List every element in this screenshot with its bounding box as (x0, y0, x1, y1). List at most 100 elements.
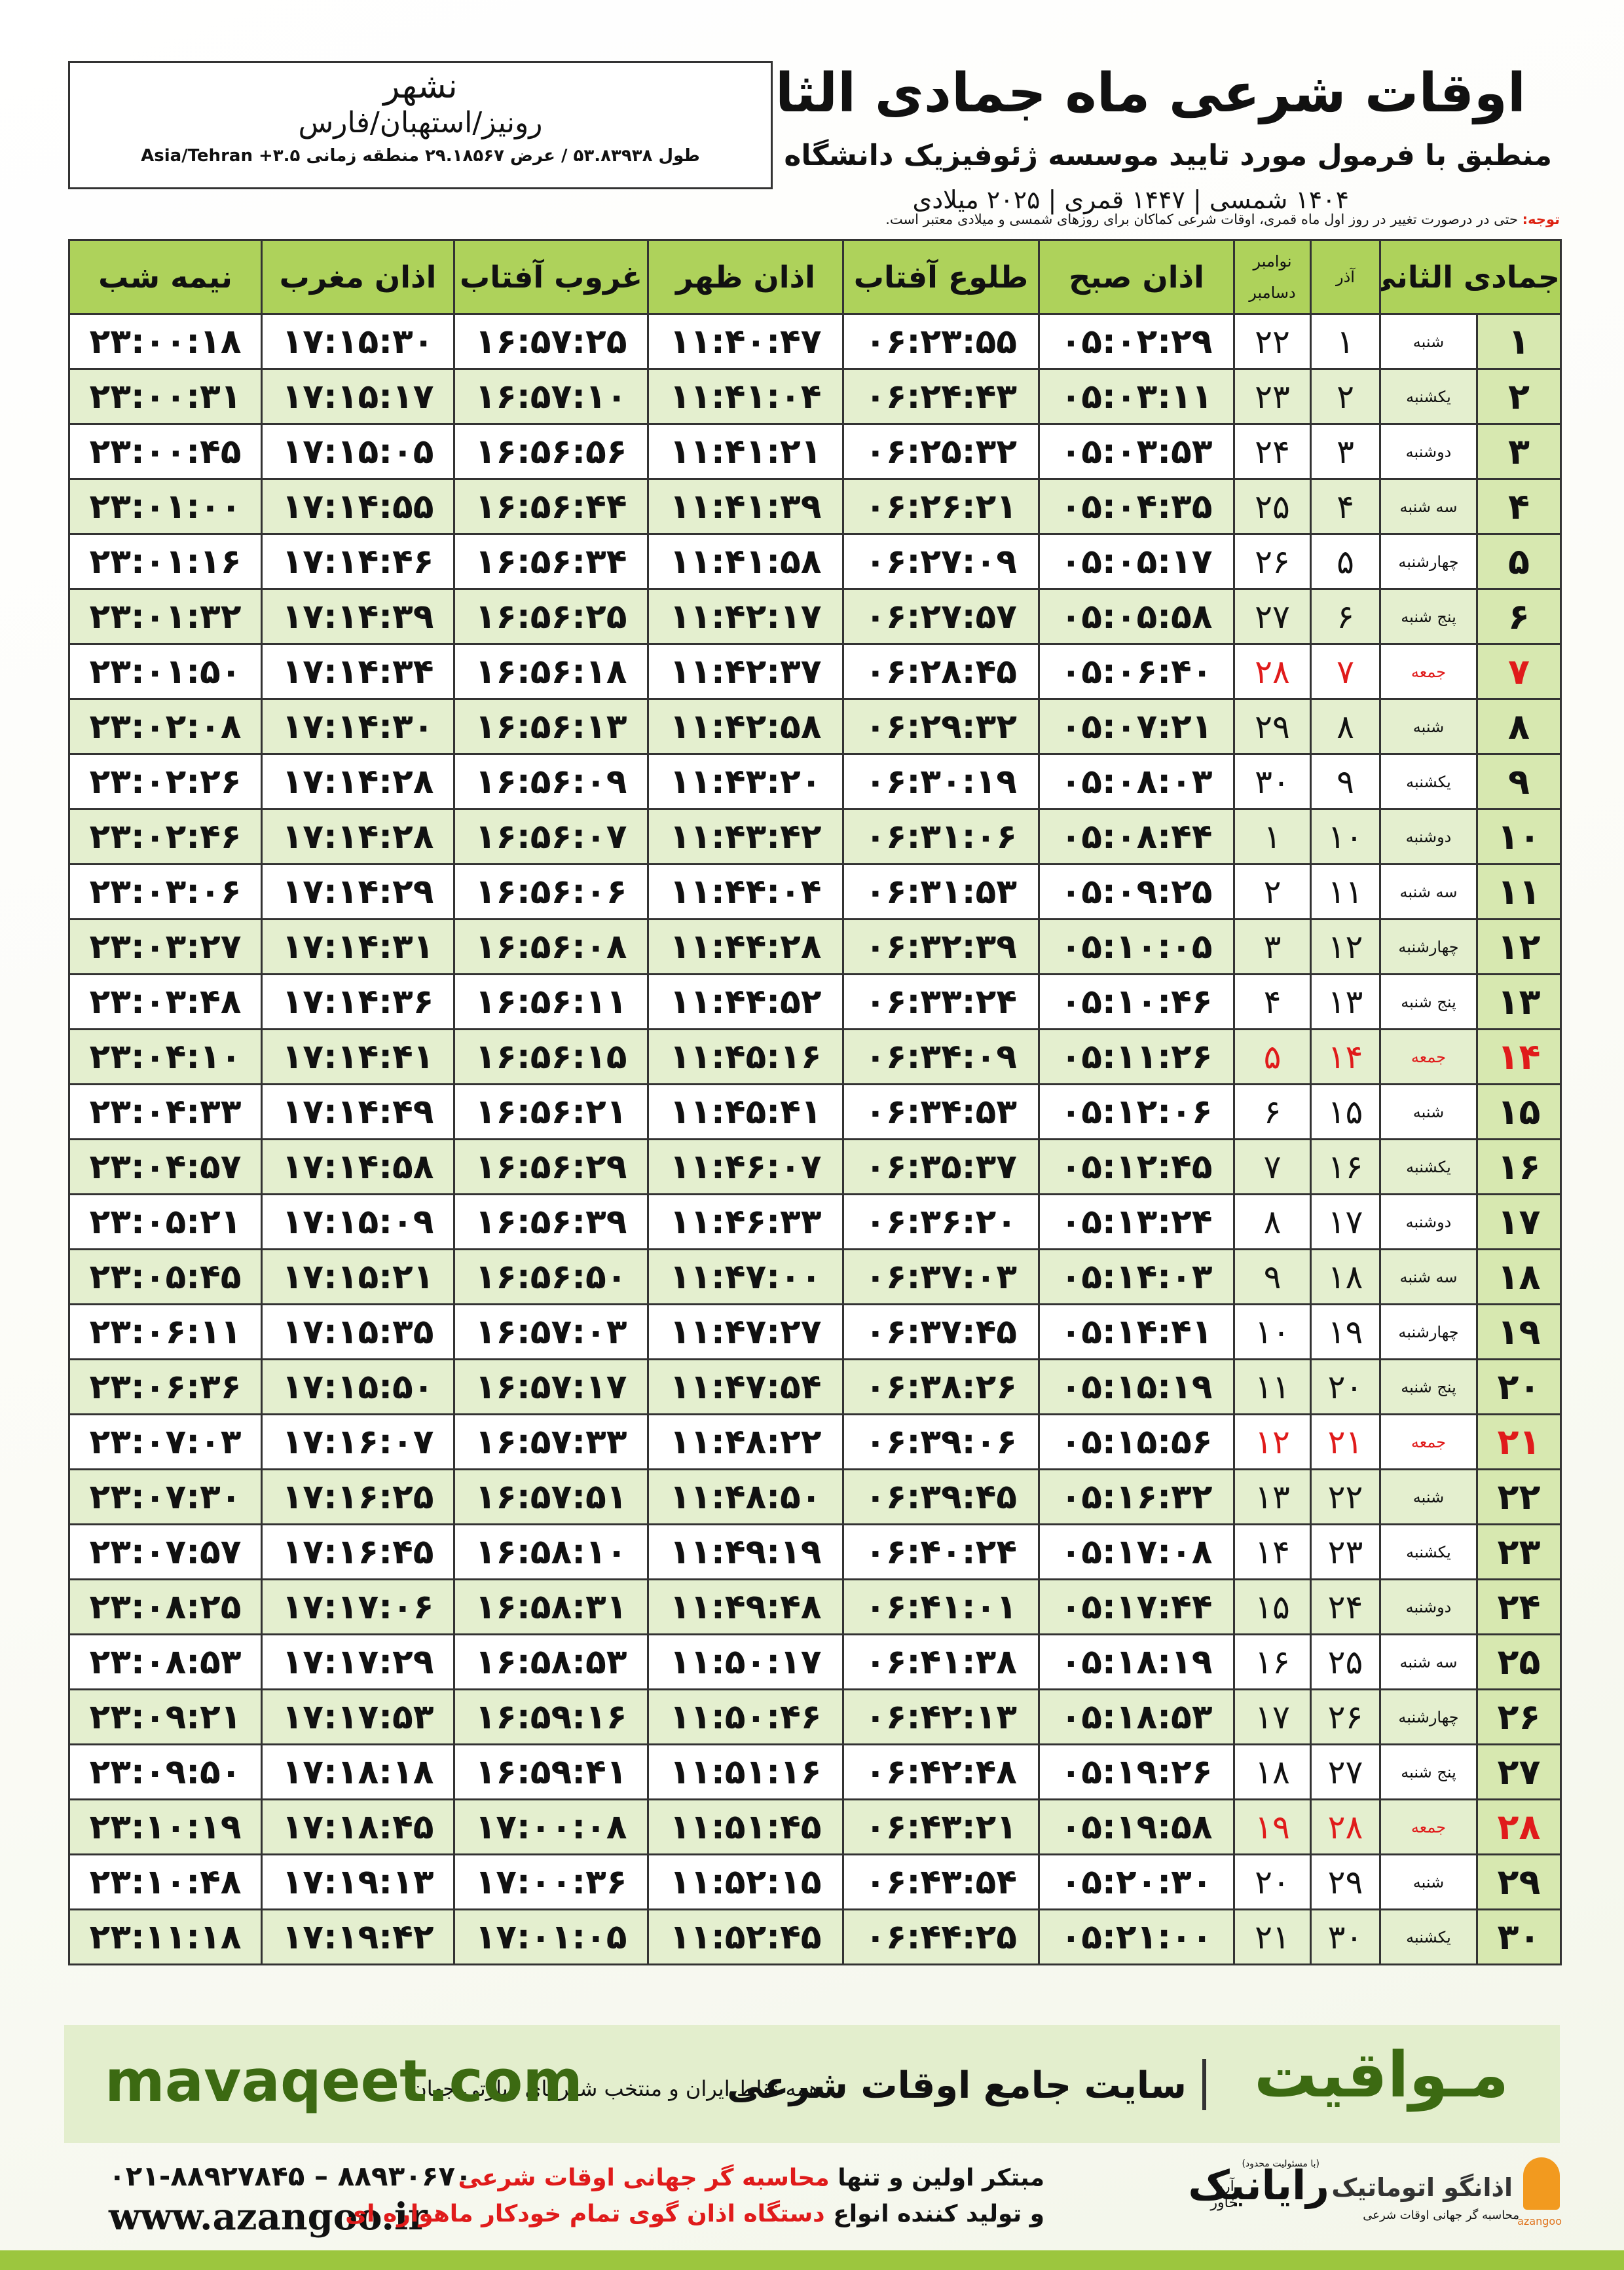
weekday: یکشنبه (1378, 1523, 1479, 1580)
city: نشهر (383, 67, 458, 106)
shamsi-day: ۱۲ (1310, 918, 1381, 975)
logo-note: (با مسئولیت محدود) (1242, 2159, 1320, 2169)
time: ۰۶:۴۱:۳۸ (842, 1633, 1040, 1690)
hijri-day: ۹ (1476, 753, 1562, 810)
time: ۱۷:۱۴:۵۵ (261, 478, 455, 535)
location-box: نشهر رونیز/استهبان/فارس طول ۵۳.۸۳۹۳۸ / ع… (68, 61, 773, 189)
note: توجه: حتی در درصورت تغییر در روز اول ماه… (885, 212, 1560, 227)
time: ۰۵:۲۱:۰۰ (1038, 1908, 1235, 1965)
time: ۱۶:۵۶:۰۶ (453, 863, 649, 920)
table-row: ۱۶ یکشنبه ۱۶ ۷ ۰۵:۱۲:۴۵ ۰۶:۳۵:۳۷ ۱۱:۴۶:۰۷ ۱۶:۵۶… (68, 1138, 1562, 1195)
time: ۱۶:۵۷:۲۵ (453, 313, 649, 370)
time: ۰۶:۲۵:۳۲ (842, 423, 1040, 480)
header-time: اذان ظهر (647, 239, 844, 315)
shamsi-day: ۱۰ (1310, 808, 1381, 865)
time: ۰۶:۳۷:۰۳ (842, 1248, 1040, 1305)
weekday: جمعه (1378, 643, 1479, 700)
weekday: سه شنبه (1378, 478, 1479, 535)
time: ۰۵:۰۵:۵۸ (1038, 588, 1235, 645)
shamsi-day: ۱۸ (1310, 1248, 1381, 1305)
weekday: یکشنبه (1378, 1138, 1479, 1195)
hijri-day: ۲۸ (1476, 1798, 1562, 1855)
shamsi-day: ۱۷ (1310, 1193, 1381, 1250)
time: ۰۶:۳۳:۲۴ (842, 973, 1040, 1030)
time: ۱۶:۵۶:۵۶ (453, 423, 649, 480)
gregorian-day: ۹ (1233, 1248, 1312, 1305)
time: ۱۱:۴۳:۲۰ (647, 753, 844, 810)
time: ۲۳:۰۶:۳۶ (68, 1358, 263, 1415)
gregorian-day: ۲۱ (1233, 1908, 1312, 1965)
weekday: سه شنبه (1378, 863, 1479, 920)
shamsi-day: ۲۷ (1310, 1743, 1381, 1800)
separator (1202, 2059, 1206, 2110)
hijri-day: ۲۶ (1476, 1688, 1562, 1745)
time: ۱۷:۰۰:۳۶ (453, 1853, 649, 1910)
time: ۰۵:۰۳:۱۱ (1038, 368, 1235, 425)
hijri-day: ۱۵ (1476, 1083, 1562, 1140)
hijri-day: ۲۹ (1476, 1853, 1562, 1910)
weekday: شنبه (1378, 1083, 1479, 1140)
time: ۱۷:۱۴:۲۸ (261, 808, 455, 865)
hijri-day: ۱۸ (1476, 1248, 1562, 1305)
time: ۲۳:۰۴:۳۳ (68, 1083, 263, 1140)
table-row: ۲۴ دوشنبه ۲۴ ۱۵ ۰۵:۱۷:۴۴ ۰۶:۴۱:۰۱ ۱۱:۴۹:۴۸ ۱۶:۵… (68, 1578, 1562, 1635)
hijri-day: ۲۱ (1476, 1413, 1562, 1470)
time: ۰۶:۳۹:۴۵ (842, 1468, 1040, 1525)
header-time: طلوع آفتاب (842, 239, 1040, 315)
time: ۱۱:۴۴:۵۲ (647, 973, 844, 1030)
time: ۱۱:۴۲:۵۸ (647, 698, 844, 755)
time: ۰۵:۱۹:۲۶ (1038, 1743, 1235, 1800)
time: ۰۵:۱۷:۰۸ (1038, 1523, 1235, 1580)
hijri-day: ۲۷ (1476, 1743, 1562, 1800)
header-time: اذان صبح (1038, 239, 1235, 315)
time: ۱۷:۱۸:۴۵ (261, 1798, 455, 1855)
time: ۱۶:۵۶:۲۱ (453, 1083, 649, 1140)
hijri-day: ۱۱ (1476, 863, 1562, 920)
table-row: ۴ سه شنبه ۴ ۲۵ ۰۵:۰۴:۳۵ ۰۶:۲۶:۲۱ ۱۱:۴۱:۳۹ ۱۶:۵۶… (68, 478, 1562, 535)
time: ۱۱:۴۱:۵۸ (647, 533, 844, 590)
shamsi-day: ۱۳ (1310, 973, 1381, 1030)
table-row: ۱۲ چهارشنبه ۱۲ ۳ ۰۵:۱۰:۰۵ ۰۶:۳۲:۳۹ ۱۱:۴۴:۲۸ ۱۶:… (68, 918, 1562, 975)
note-text: حتی در درصورت تغییر در روز اول ماه قمری،… (885, 212, 1518, 227)
time: ۰۵:۱۹:۵۸ (1038, 1798, 1235, 1855)
time: ۱۷:۱۴:۳۱ (261, 918, 455, 975)
weekday: جمعه (1378, 1028, 1479, 1085)
shamsi-day: ۲۲ (1310, 1468, 1381, 1525)
gregorian-day: ۳۰ (1233, 753, 1312, 810)
gregorian-day: ۷ (1233, 1138, 1312, 1195)
table-row: ۲۲ شنبه ۲۲ ۱۳ ۰۵:۱۶:۳۲ ۰۶:۳۹:۴۵ ۱۱:۴۸:۵۰ ۱۶:۵۷:… (68, 1468, 1562, 1525)
time: ۰۶:۴۰:۲۴ (842, 1523, 1040, 1580)
weekday: شنبه (1378, 1468, 1479, 1525)
time: ۱۷:۱۴:۴۱ (261, 1028, 455, 1085)
time: ۱۷:۱۴:۳۴ (261, 643, 455, 700)
table-row: ۱۱ سه شنبه ۱۱ ۲ ۰۵:۰۹:۲۵ ۰۶:۳۱:۵۳ ۱۱:۴۴:۰۴ ۱۶:۵… (68, 863, 1562, 920)
weekday: سه شنبه (1378, 1248, 1479, 1305)
time: ۰۵:۱۲:۴۵ (1038, 1138, 1235, 1195)
time: ۰۶:۳۴:۵۳ (842, 1083, 1040, 1140)
promo-highlight: محاسبه گر جهانی اوقات شرعی (458, 2165, 830, 2191)
time: ۰۵:۰۸:۴۴ (1038, 808, 1235, 865)
time: ۲۳:۰۱:۰۰ (68, 478, 263, 535)
time: ۲۳:۰۷:۰۳ (68, 1413, 263, 1470)
weekday: یکشنبه (1378, 368, 1479, 425)
table-row: ۱۵ شنبه ۱۵ ۶ ۰۵:۱۲:۰۶ ۰۶:۳۴:۵۳ ۱۱:۴۵:۴۱ ۱۶:۵۶:۲… (68, 1083, 1562, 1140)
time: ۰۶:۳۵:۳۷ (842, 1138, 1040, 1195)
shamsi-day: ۶ (1310, 588, 1381, 645)
table-row: ۱۸ سه شنبه ۱۸ ۹ ۰۵:۱۴:۰۳ ۰۶:۳۷:۰۳ ۱۱:۴۷:۰۰ ۱۶:۵… (68, 1248, 1562, 1305)
time: ۰۵:۰۵:۱۷ (1038, 533, 1235, 590)
hijri-day: ۱۹ (1476, 1303, 1562, 1360)
shamsi-day: ۸ (1310, 698, 1381, 755)
time: ۱۶:۵۷:۱۷ (453, 1358, 649, 1415)
banner: مـواقیت سایت جامع اوقات شرعی همه نقاط ای… (64, 2025, 1560, 2143)
time: ۰۶:۳۱:۰۶ (842, 808, 1040, 865)
time: ۱۷:۱۴:۳۹ (261, 588, 455, 645)
table-row: ۲۹ شنبه ۲۹ ۲۰ ۰۵:۲۰:۳۰ ۰۶:۴۳:۵۴ ۱۱:۵۲:۱۵ ۱۷:۰۰:… (68, 1853, 1562, 1910)
shamsi-day: ۲۶ (1310, 1688, 1381, 1745)
hijri-day: ۸ (1476, 698, 1562, 755)
header-time: نیمه شب (68, 239, 263, 315)
table-row: ۷ جمعه ۷ ۲۸ ۰۵:۰۶:۴۰ ۰۶:۲۸:۴۵ ۱۱:۴۲:۳۷ ۱۶:۵۶:۱۸… (68, 643, 1562, 700)
weekday: جمعه (1378, 1413, 1479, 1470)
shamsi-day: ۲۳ (1310, 1523, 1381, 1580)
hijri-day: ۲۵ (1476, 1633, 1562, 1690)
weekday: دوشنبه (1378, 1578, 1479, 1635)
